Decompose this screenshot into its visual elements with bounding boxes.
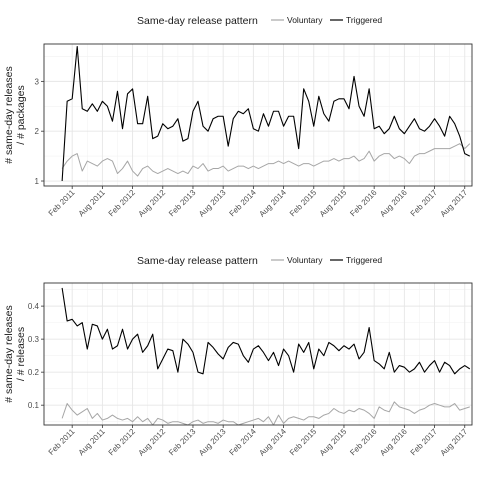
x-tick-label: Aug 2012 [137,427,168,458]
x-tick-label: Feb 2015 [288,427,319,458]
legend-label-triggered: Triggered [346,15,382,25]
x-tick-label: Feb 2016 [348,427,379,458]
x-tick-label: Aug 2014 [257,427,288,458]
x-tick-label: Aug 2015 [318,188,349,219]
y-axis-title-line: / # releases [15,327,27,381]
x-tick-label: Feb 2016 [348,188,379,219]
x-tick-label: Feb 2015 [288,188,319,219]
plot-border [43,282,473,426]
plot-border [43,43,473,187]
x-tick-label: Feb 2014 [228,188,259,219]
legend-title: Same-day release pattern [137,15,258,27]
x-tick-label: Feb 2011 [47,188,77,218]
x-tick-label: Aug 2011 [77,427,108,458]
x-tick-label: Feb 2013 [167,188,198,219]
y-tick-label: 0.1 [28,401,40,410]
x-tick-label: Aug 2016 [378,188,409,219]
x-tick-label: Aug 2013 [197,188,228,219]
x-tick-label: Feb 2013 [167,427,198,458]
series-line-voluntary [61,143,471,177]
legend-label-voluntary: Voluntary [287,15,323,25]
series-line-triggered [61,287,471,375]
y-tick-label: 0.4 [28,302,40,311]
x-tick-label: Feb 2017 [409,188,440,219]
x-tick-label: Feb 2012 [107,427,138,458]
x-tick-label: Aug 2013 [197,427,228,458]
legend-label-triggered: Triggered [346,255,382,265]
y-tick-label: 0.3 [28,335,40,344]
series-line-voluntary [61,401,470,426]
x-tick-label: Feb 2017 [409,427,440,458]
x-tick-label: Aug 2014 [257,188,288,219]
x-tick-label: Feb 2011 [47,427,77,457]
legend-title: Same-day release pattern [137,255,258,267]
series-line-triggered [61,45,471,182]
y-axis-title-line: # same-day releases [3,66,15,163]
x-tick-label: Aug 2012 [137,188,168,219]
x-tick-label: Aug 2016 [378,427,409,458]
y-axis-title-line: / # packages [15,85,27,145]
x-tick-label: Aug 2011 [77,188,108,219]
plot-panel [44,44,472,186]
x-tick-label: Feb 2012 [107,188,138,219]
x-tick-label: Aug 2015 [318,427,349,458]
x-tick-label: Aug 2017 [439,427,470,458]
y-tick-label: 1 [35,177,40,186]
y-tick-label: 3 [35,77,40,86]
legend-label-voluntary: Voluntary [287,255,323,265]
y-axis-title-line: # same-day releases [3,305,15,402]
plot-panel [44,283,472,425]
x-tick-label: Aug 2017 [439,188,470,219]
y-tick-label: 0.2 [28,368,40,377]
x-tick-label: Feb 2014 [228,427,259,458]
y-tick-label: 2 [35,127,40,136]
